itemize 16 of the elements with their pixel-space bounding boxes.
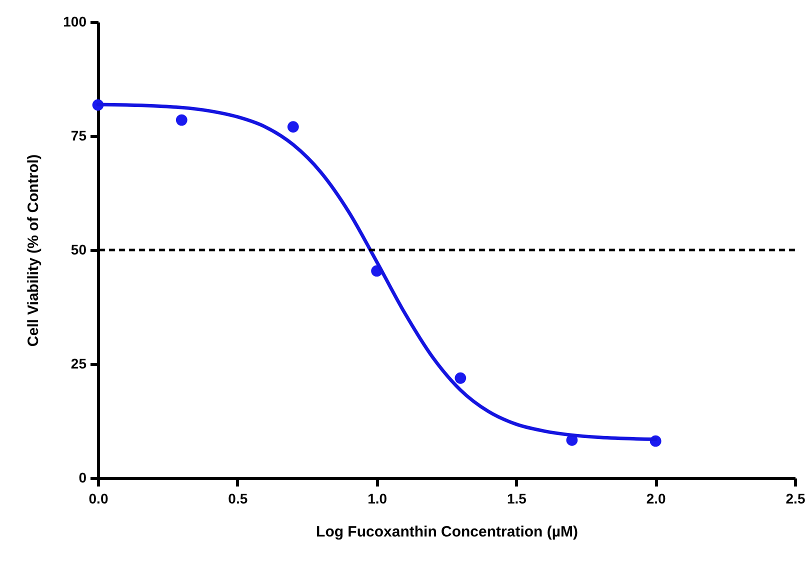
y-tick-label: 75 xyxy=(70,128,87,144)
x-tick-label: 2.5 xyxy=(786,490,806,506)
y-tick-label: 25 xyxy=(70,356,87,372)
point xyxy=(176,114,188,126)
x-tick-label: 0.5 xyxy=(228,490,248,506)
point xyxy=(287,121,299,133)
y-tick-label: 100 xyxy=(63,14,87,30)
x-tick-label: 2.0 xyxy=(646,490,666,506)
x-tick-label: 0.0 xyxy=(88,490,108,506)
y-axis-title: Cell Viability (% of Control) xyxy=(25,154,42,347)
x-tick-label: 1.0 xyxy=(368,490,388,506)
y-tick-label: 0 xyxy=(78,470,87,486)
x-tick-label: 1.5 xyxy=(506,490,527,506)
point xyxy=(454,372,466,384)
x-axis-title: Log Fucoxanthin Concentration (µM) xyxy=(316,524,578,540)
y-tick-label: 50 xyxy=(70,242,87,258)
